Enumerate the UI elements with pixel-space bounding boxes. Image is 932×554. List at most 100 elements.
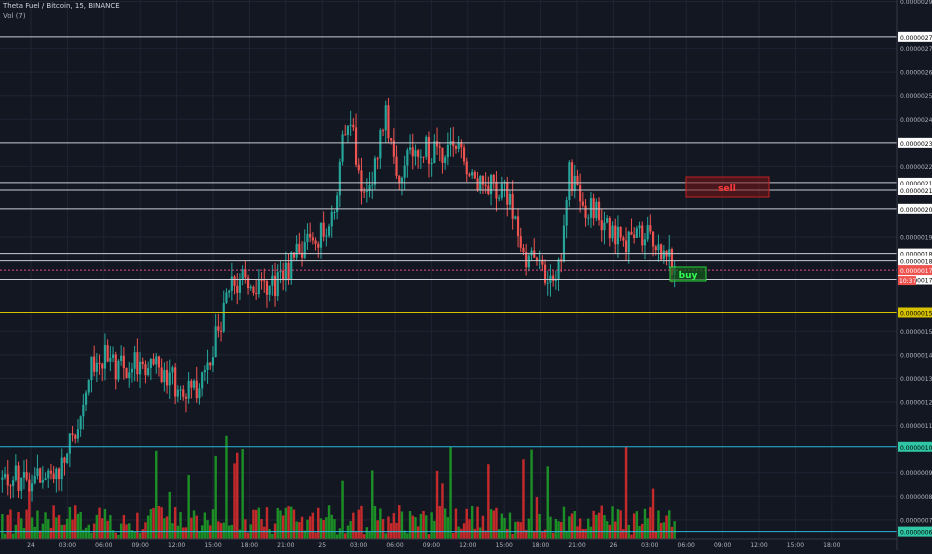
volume-bar [141,529,144,539]
time-axis-tick-label: 24 [27,542,35,549]
volume-bar [638,526,641,539]
candle-body [300,252,304,258]
candle-body [314,240,317,244]
candle-body [622,237,625,241]
volume-bar [268,529,271,539]
volume-bar [524,529,528,539]
volume-bar [30,517,34,539]
candle-body [614,225,617,245]
volume-bar [111,530,115,539]
candle-body [252,286,255,294]
candle-body [322,222,325,237]
volume-bar [195,515,198,539]
volume-bar [44,512,47,539]
buy-zone-box[interactable] [669,266,707,282]
candle-body [492,175,495,182]
candle-body [641,225,644,246]
candle-body [565,199,568,226]
candle-body [217,326,220,331]
volume-bar [90,532,93,539]
time-axis-tick-label: 03:00 [641,542,658,549]
candle-body [93,356,96,372]
candle-body [579,184,582,202]
volume-bar [632,513,636,539]
candle-body [379,130,382,159]
candle-body [155,356,158,365]
candle-body [244,269,247,278]
volume-bar [6,514,9,539]
candle-body [376,158,379,160]
volume-bar [227,525,231,539]
volume-bar [516,521,520,539]
price-axis-level-label: 0.00000213 [900,181,932,188]
volume-bar [152,507,155,539]
time-axis-tick-label: 15:00 [787,542,804,549]
candle-body [176,389,179,397]
candle-body [522,247,525,253]
candle-body [638,225,641,229]
candle-body [292,252,296,258]
candle-body [535,257,539,261]
volume-bar [357,509,360,539]
volume-bar [163,518,166,539]
candle-body [557,259,560,280]
volume-bar [500,513,504,539]
candle-body [670,249,674,275]
candle-body [444,157,447,163]
candle-body [430,162,433,164]
time-axis-tick-label: 18:00 [241,542,258,549]
time-axis-tick-label: 12:00 [459,542,476,549]
candle-body [441,147,444,163]
candle-body [236,285,239,293]
volume-bar [546,466,549,539]
candle-body [295,243,298,258]
price-axis-level-tag [898,184,932,195]
candle-body [3,474,7,478]
candle-body [344,134,347,136]
candle-body [468,174,471,176]
volume-bar [519,522,522,539]
candle-body [587,217,590,219]
candle-body [114,354,117,380]
volume-bar [408,511,412,539]
volume-bar [349,521,352,539]
candle-body [122,355,125,369]
candle-body [414,150,417,157]
candle-body [279,270,282,273]
candle-body [174,367,177,397]
candle-body [298,243,301,253]
volume-bar [9,509,12,539]
volume-bar [581,528,585,539]
candle-body [325,235,328,237]
volume-bar [570,513,574,539]
volume-bar [217,521,220,539]
candle-body [554,279,557,281]
volume-bar [489,509,493,539]
candle-body [606,218,609,223]
volume-bar [211,509,215,539]
volume-bar [352,512,355,539]
candle-body [317,243,320,248]
candle-body [241,269,244,280]
time-axis-tick-label: 18:00 [823,542,840,549]
candle-body [206,362,209,371]
sell-zone-box[interactable] [685,176,770,198]
volume-bar [338,528,342,539]
candle-body [417,150,420,157]
candle-body [660,244,663,260]
volume-bar [214,455,217,539]
candle-body [47,470,50,479]
volume-bar [495,507,498,539]
candle-body [584,205,587,219]
volume-bar [333,519,336,539]
volume-bar [568,516,571,539]
volume-bar [322,519,325,539]
volume-bar [600,505,603,539]
candle-body [338,161,341,196]
volume-bar [238,529,242,539]
candle-body [363,191,366,193]
volume-bar [236,452,239,539]
